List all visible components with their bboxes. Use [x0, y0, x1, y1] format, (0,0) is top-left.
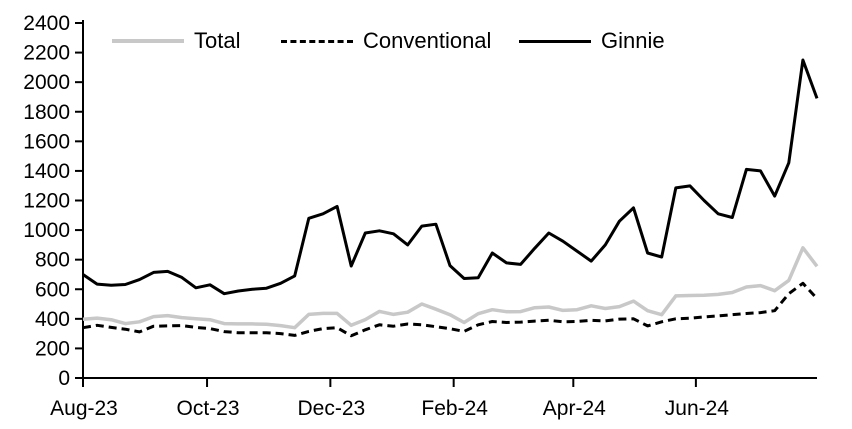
legend-item-conventional: Conventional [281, 28, 491, 54]
legend-item-ginnie: Ginnie [519, 28, 665, 54]
series-line-conventional [82, 281, 819, 338]
y-tick-label: 200 [35, 337, 70, 360]
y-tick-label: 2000 [23, 71, 70, 94]
x-tick-label: Jun-24 [665, 397, 730, 420]
y-tick-label: 800 [35, 249, 70, 272]
legend-label-ginnie: Ginnie [601, 28, 665, 53]
y-tick-label: 1400 [23, 160, 70, 183]
conventional-line-swatch [281, 39, 353, 43]
legend: Total Conventional Ginnie [0, 28, 852, 54]
y-tick-label: 600 [35, 278, 70, 301]
legend-item-total: Total [112, 28, 240, 54]
series-line-total [82, 246, 819, 330]
x-tick-label: Feb-24 [421, 397, 488, 420]
x-tick-label: Aug-23 [50, 397, 118, 420]
y-tick-label: 400 [35, 308, 70, 331]
y-tick-label: 1800 [23, 101, 70, 124]
y-tick-label: 2400 [23, 12, 70, 35]
y-tick-label: 1200 [23, 190, 70, 213]
y-tick-label: 2200 [23, 42, 70, 65]
x-tick-label: Dec-23 [298, 397, 366, 420]
y-tick-label: 1600 [23, 130, 70, 153]
total-line-swatch [112, 39, 184, 43]
y-tick-label: 1000 [23, 219, 70, 242]
legend-label-conventional: Conventional [363, 28, 492, 53]
ginnie-line-swatch [519, 39, 591, 43]
x-tick-label: Oct-23 [177, 397, 240, 420]
y-tick-label: 0 [58, 367, 70, 390]
x-tick-label: Apr-24 [543, 397, 606, 420]
series-line-ginnie [82, 58, 819, 296]
legend-label-total: Total [194, 28, 241, 53]
